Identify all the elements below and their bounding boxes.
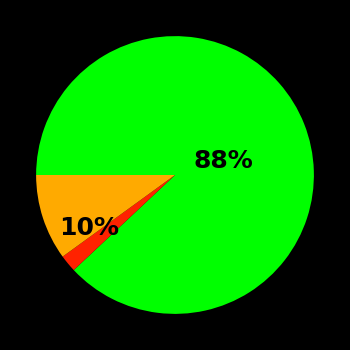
Text: 88%: 88%: [194, 149, 253, 173]
Wedge shape: [36, 175, 175, 257]
Text: 10%: 10%: [59, 216, 119, 240]
Wedge shape: [36, 36, 314, 314]
Wedge shape: [63, 175, 175, 270]
